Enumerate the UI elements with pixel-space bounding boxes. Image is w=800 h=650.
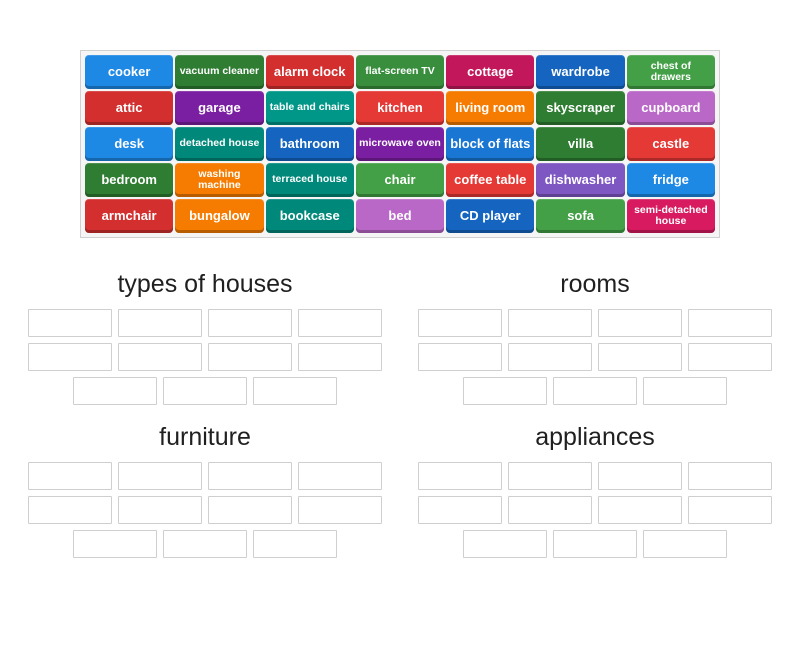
word-tile[interactable]: bed xyxy=(356,199,444,233)
drop-slot[interactable] xyxy=(688,462,772,490)
word-tile[interactable]: dishwasher xyxy=(536,163,624,197)
word-tile[interactable]: cottage xyxy=(446,55,534,89)
drop-slot[interactable] xyxy=(28,309,112,337)
word-tile[interactable]: castle xyxy=(627,127,715,161)
word-tile[interactable]: garage xyxy=(175,91,263,125)
drop-slot[interactable] xyxy=(298,309,382,337)
word-tile[interactable]: vacuum cleaner xyxy=(175,55,263,89)
tile-tray: cookervacuum cleaneralarm clockflat-scre… xyxy=(80,50,720,238)
word-tile[interactable]: bookcase xyxy=(266,199,354,233)
word-tile[interactable]: cooker xyxy=(85,55,173,89)
drop-slot[interactable] xyxy=(418,496,502,524)
drop-slot[interactable] xyxy=(598,343,682,371)
drop-slot[interactable] xyxy=(208,309,292,337)
drop-slot[interactable] xyxy=(28,496,112,524)
word-tile[interactable]: desk xyxy=(85,127,173,161)
drop-slot[interactable] xyxy=(208,496,292,524)
drop-slot[interactable] xyxy=(418,309,502,337)
drop-slot[interactable] xyxy=(598,309,682,337)
drop-slot[interactable] xyxy=(598,496,682,524)
word-tile[interactable]: bungalow xyxy=(175,199,263,233)
drop-slot[interactable] xyxy=(553,530,637,558)
category-title: rooms xyxy=(410,270,780,299)
drop-slot[interactable] xyxy=(118,496,202,524)
word-tile[interactable]: microwave oven xyxy=(356,127,444,161)
drop-zone-rooms[interactable] xyxy=(410,309,780,405)
drop-slot[interactable] xyxy=(163,530,247,558)
drop-zone-furniture[interactable] xyxy=(20,462,390,558)
word-tile[interactable]: skyscraper xyxy=(536,91,624,125)
drop-slot[interactable] xyxy=(298,343,382,371)
drop-slot[interactable] xyxy=(508,343,592,371)
drop-slot[interactable] xyxy=(643,377,727,405)
word-tile[interactable]: table and chairs xyxy=(266,91,354,125)
drop-slot[interactable] xyxy=(118,462,202,490)
drop-slot[interactable] xyxy=(508,462,592,490)
drop-slot[interactable] xyxy=(208,462,292,490)
drop-slot[interactable] xyxy=(73,530,157,558)
word-tile[interactable]: flat-screen TV xyxy=(356,55,444,89)
drop-slot[interactable] xyxy=(118,343,202,371)
category-appliances: appliances xyxy=(410,411,780,558)
word-tile[interactable]: wardrobe xyxy=(536,55,624,89)
word-tile[interactable]: semi-detached house xyxy=(627,199,715,233)
category-types-of-houses: types of houses xyxy=(20,258,390,405)
drop-slot[interactable] xyxy=(553,377,637,405)
drop-slot[interactable] xyxy=(253,530,337,558)
category-title: appliances xyxy=(410,423,780,452)
drop-slot[interactable] xyxy=(508,309,592,337)
drop-slot[interactable] xyxy=(418,462,502,490)
drop-slot[interactable] xyxy=(688,309,772,337)
word-tile[interactable]: chair xyxy=(356,163,444,197)
word-tile[interactable]: kitchen xyxy=(356,91,444,125)
word-tile[interactable]: cupboard xyxy=(627,91,715,125)
category-title: types of houses xyxy=(20,270,390,299)
drop-slot[interactable] xyxy=(163,377,247,405)
drop-slot[interactable] xyxy=(688,496,772,524)
drop-slot[interactable] xyxy=(253,377,337,405)
word-tile[interactable]: attic xyxy=(85,91,173,125)
drop-slot[interactable] xyxy=(508,496,592,524)
word-tile[interactable]: CD player xyxy=(446,199,534,233)
word-tile[interactable]: villa xyxy=(536,127,624,161)
category-rooms: rooms xyxy=(410,258,780,405)
drop-slot[interactable] xyxy=(463,377,547,405)
drop-slot[interactable] xyxy=(688,343,772,371)
word-tile[interactable]: detached house xyxy=(175,127,263,161)
drop-slot[interactable] xyxy=(208,343,292,371)
drop-zone-appliances[interactable] xyxy=(410,462,780,558)
word-tile[interactable]: bedroom xyxy=(85,163,173,197)
word-tile[interactable]: bathroom xyxy=(266,127,354,161)
category-title: furniture xyxy=(20,423,390,452)
word-tile[interactable]: living room xyxy=(446,91,534,125)
word-tile[interactable]: coffee table xyxy=(446,163,534,197)
word-tile[interactable]: washing machine xyxy=(175,163,263,197)
drop-slot[interactable] xyxy=(643,530,727,558)
drop-slot[interactable] xyxy=(598,462,682,490)
word-tile[interactable]: alarm clock xyxy=(266,55,354,89)
drop-slot[interactable] xyxy=(298,496,382,524)
word-tile[interactable]: fridge xyxy=(627,163,715,197)
word-tile[interactable]: terraced house xyxy=(266,163,354,197)
drop-slot[interactable] xyxy=(418,343,502,371)
drop-slot[interactable] xyxy=(28,462,112,490)
category-furniture: furniture xyxy=(20,411,390,558)
word-tile[interactable]: sofa xyxy=(536,199,624,233)
word-tile[interactable]: block of flats xyxy=(446,127,534,161)
word-tile[interactable]: chest of drawers xyxy=(627,55,715,89)
categories-grid: types of houses rooms furniture applianc… xyxy=(20,258,780,564)
drop-slot[interactable] xyxy=(463,530,547,558)
word-tile[interactable]: armchair xyxy=(85,199,173,233)
drop-slot[interactable] xyxy=(73,377,157,405)
drop-slot[interactable] xyxy=(298,462,382,490)
drop-zone-types-of-houses[interactable] xyxy=(20,309,390,405)
drop-slot[interactable] xyxy=(28,343,112,371)
drop-slot[interactable] xyxy=(118,309,202,337)
